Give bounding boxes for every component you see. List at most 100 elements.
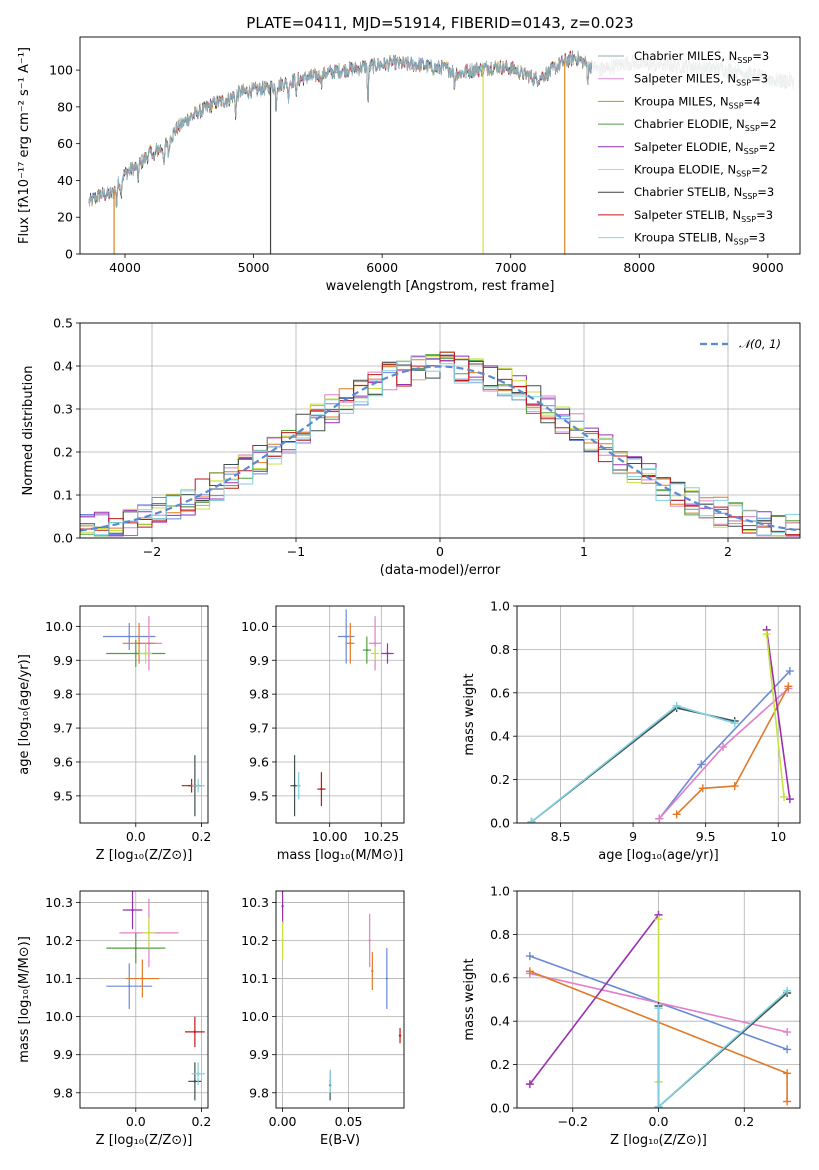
legend-text: Chabrier MILES, N: [634, 49, 737, 63]
data-point: [128, 984, 131, 988]
x-tick-label: 0.0: [649, 1114, 669, 1129]
legend-subscript: SSP: [744, 147, 759, 156]
residual-legend: 𝒩(0, 1): [700, 337, 781, 351]
x-tick-label: 2: [724, 544, 732, 559]
axes-frame: [79, 36, 801, 255]
histogram-h: [80, 351, 800, 536]
legend-subscript: SSP: [736, 79, 751, 88]
data-point: [193, 1080, 197, 1083]
data-point: [293, 784, 296, 787]
data-point: [196, 1072, 200, 1075]
weight-marker: [654, 1004, 663, 1013]
data-point: [144, 652, 147, 655]
weight-marker: [719, 743, 728, 752]
y-tick-label: 0.0: [490, 816, 510, 831]
weight-marker: [783, 1097, 792, 1106]
data-point: [371, 969, 374, 973]
y-tick-label: 0.1: [53, 488, 73, 503]
y-tick-label: 9.8: [53, 687, 73, 702]
x-axis-label: Z [log₁₀(Z/Z⊙)]: [96, 1133, 193, 1148]
x-axis-label: Z [log₁₀(Z/Z⊙)]: [96, 848, 193, 863]
data-point: [281, 905, 284, 908]
y-axis-label: Flux [fλ10⁻¹⁷ erg cm⁻² s⁻¹ A⁻¹]: [17, 47, 32, 244]
legend-subscript: SSP: [736, 170, 751, 179]
weight-marker: [654, 915, 663, 924]
legend-text: =3: [751, 72, 768, 86]
legend-text: Salpeter STELIB, N: [634, 208, 741, 222]
y-tick-label: 10.1: [45, 971, 73, 986]
legend-box: [592, 43, 795, 249]
x-tick-label: 9000: [752, 260, 784, 275]
y-tick-label: 10.3: [45, 895, 73, 910]
y-axis-label: mass [log₁₀(M/M⊙)]: [17, 936, 32, 1063]
x-tick-label: 0.05: [335, 1114, 363, 1129]
y-tick-label: 1.0: [490, 884, 510, 899]
legend-text: =3: [752, 49, 769, 63]
axes-frame: [516, 605, 801, 824]
weight-marker: [762, 630, 771, 639]
x-tick-label: 0.2: [191, 829, 211, 844]
y-tick-label: 9.8: [53, 1085, 73, 1100]
weight-marker: [698, 784, 707, 793]
y-axis-label: Normed distribution: [21, 366, 36, 496]
data-point: [134, 652, 137, 655]
legend-subscript: SSP: [729, 101, 744, 110]
y-tick-label: 9.7: [249, 721, 269, 736]
y-tick-label: 0.4: [490, 1014, 510, 1029]
legend-text: =4: [744, 94, 761, 108]
y-tick-label: 0.2: [53, 445, 73, 460]
weight-marker: [730, 719, 739, 728]
y-tick-label: 0.4: [53, 359, 73, 374]
x-tick-label: 0.0: [126, 1114, 146, 1129]
x-tick-label: 6000: [366, 260, 398, 275]
y-tick-label: 9.9: [53, 1047, 73, 1062]
legend-text: Kroupa ELODIE, N: [634, 163, 736, 177]
y-tick-label: 40: [57, 173, 73, 188]
y-tick-label: 10.3: [241, 895, 269, 910]
legend-entry: Kroupa ELODIE, NSSP=2: [634, 163, 768, 179]
x-tick-label: 8000: [623, 260, 655, 275]
legend-entry: Chabrier MILES, NSSP=3: [634, 49, 769, 65]
y-tick-label: 10.1: [241, 971, 269, 986]
data-point: [147, 931, 151, 935]
data-point: [373, 642, 377, 645]
data-point: [137, 642, 141, 645]
legend-text: =3: [757, 185, 774, 199]
x-tick-label: −0.2: [558, 1114, 588, 1129]
plot-area: [525, 910, 792, 1108]
panel-mass_vs_z: 0.0 0.2 9.8 9.9 10.0 10.1 10.2 10.3 Z [log₁₀(Z/Z…: [17, 890, 211, 1148]
y-tick-label: 0.2: [490, 772, 510, 787]
weight-line-e: [765, 629, 791, 800]
weight-marker: [785, 795, 794, 804]
x-axis-label: (data-model)/error: [380, 563, 501, 578]
weight-line-f: [765, 634, 785, 798]
y-tick-label: 10.0: [45, 1009, 73, 1024]
weight-line-e: [529, 914, 660, 1085]
x-tick-label: 10: [770, 829, 786, 844]
x-axis-label: Z [log₁₀(Z/Z⊙)]: [610, 1133, 707, 1148]
y-tick-label: 9.5: [53, 788, 73, 803]
x-tick-label: 0.00: [269, 1114, 297, 1129]
y-tick-label: 1.0: [490, 599, 510, 614]
weight-marker: [783, 986, 792, 995]
y-tick-label: 100: [49, 63, 73, 78]
legend-text: Salpeter MILES, N: [634, 72, 736, 86]
panel-age_vs_z: 0.0 0.2 9.5 9.6 9.7 9.8 9.9 10.0 Z [log₁₀(Z/Z⊙)]…: [17, 605, 211, 863]
weight-marker: [785, 667, 794, 676]
data-point: [141, 977, 144, 980]
y-tick-label: 0.0: [53, 531, 73, 546]
y-tick-label: 0.6: [490, 685, 510, 700]
data-point: [297, 784, 300, 787]
axes-frame: [79, 890, 209, 1109]
y-axis-label: mass weight: [462, 958, 477, 1040]
data-point: [193, 1030, 197, 1034]
data-point: [128, 635, 131, 638]
legend-subscript: SSP: [737, 56, 752, 65]
y-tick-label: 0.2: [490, 1057, 510, 1072]
data-point: [398, 1034, 402, 1037]
legend-entry: Salpeter ELODIE, NSSP=2: [634, 140, 776, 156]
weight-marker: [525, 1080, 534, 1089]
panel-mass_weight_vs_age: 8.5 9 9.5 10 0.0 0.2 0.4 0.6 0.8 1.0 age [log₁₀(ag…: [462, 599, 801, 863]
legend-text: =3: [756, 208, 773, 222]
x-tick-label: −1: [287, 544, 305, 559]
